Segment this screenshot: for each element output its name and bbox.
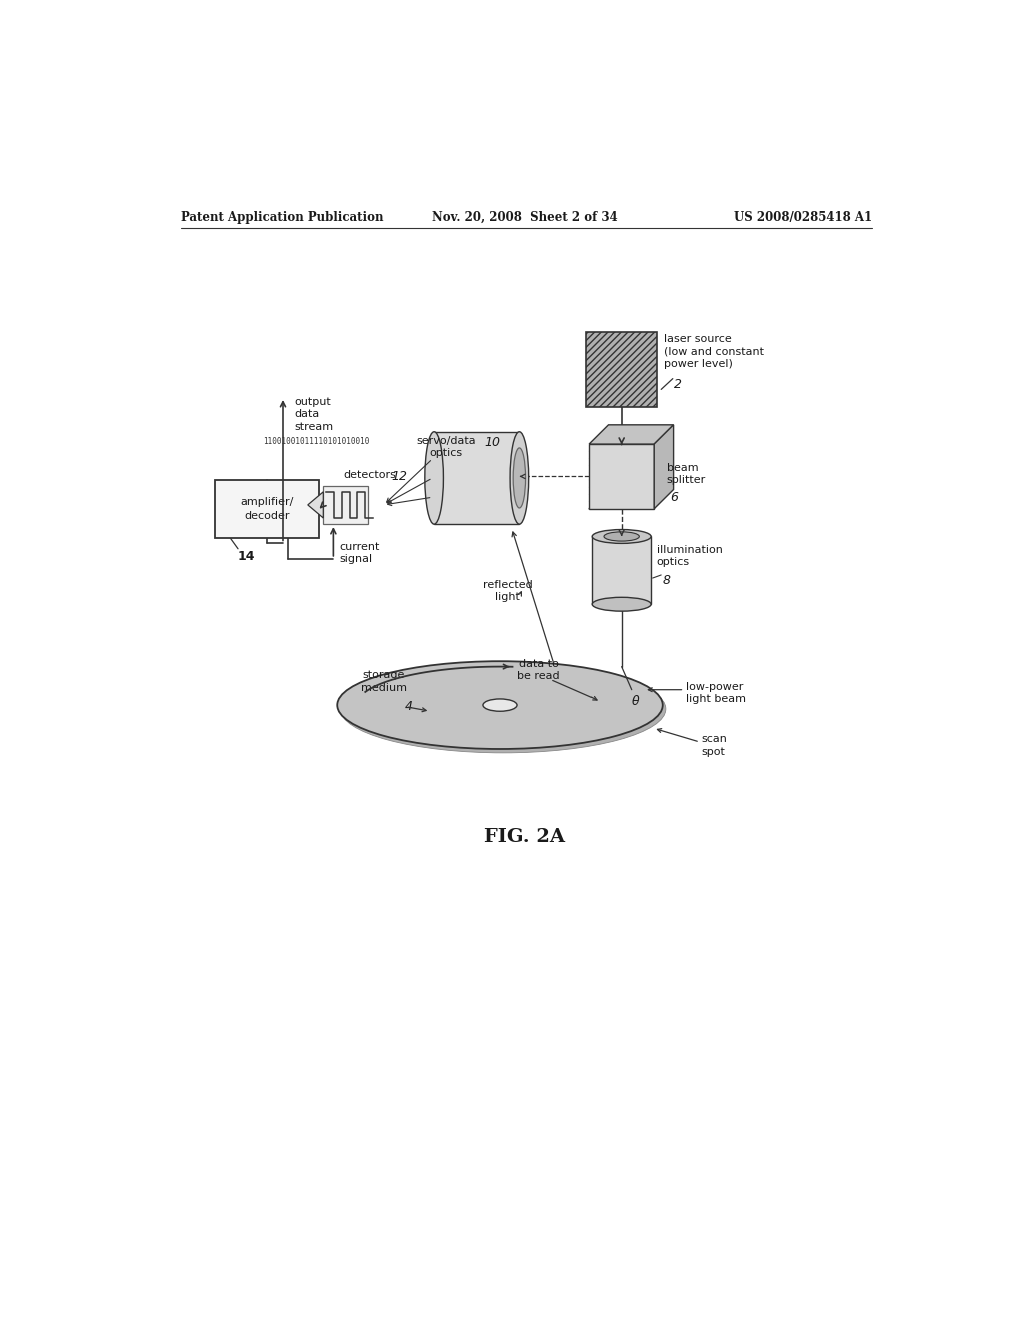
Text: light beam: light beam: [686, 694, 746, 705]
Ellipse shape: [592, 597, 651, 611]
Polygon shape: [308, 492, 324, 517]
Text: scan: scan: [701, 734, 727, 744]
Text: reflected: reflected: [483, 579, 532, 590]
Text: be read: be read: [517, 671, 560, 681]
Text: $\theta$: $\theta$: [631, 694, 640, 709]
Ellipse shape: [510, 432, 528, 524]
Polygon shape: [654, 425, 674, 508]
Text: data: data: [295, 409, 319, 420]
Text: data to: data to: [519, 659, 559, 669]
Text: FIG. 2A: FIG. 2A: [484, 829, 565, 846]
Ellipse shape: [604, 532, 639, 541]
Text: detectors: detectors: [343, 470, 396, 480]
Text: laser source: laser source: [665, 334, 732, 345]
Ellipse shape: [425, 432, 443, 524]
Text: current: current: [340, 543, 380, 552]
Text: spot: spot: [701, 747, 725, 756]
Text: storage: storage: [362, 671, 404, 680]
Text: 4: 4: [404, 700, 413, 713]
Text: illumination: illumination: [656, 545, 722, 554]
Text: 8: 8: [663, 574, 671, 587]
Text: medium: medium: [360, 682, 407, 693]
Ellipse shape: [483, 700, 517, 711]
Bar: [215, 480, 319, 539]
Ellipse shape: [513, 447, 525, 508]
Text: splitter: splitter: [667, 475, 706, 484]
Text: 12: 12: [391, 470, 408, 483]
Ellipse shape: [592, 529, 651, 544]
Text: servo/data: servo/data: [416, 436, 475, 446]
Bar: [586, 331, 657, 407]
Text: amplifier/: amplifier/: [240, 498, 294, 507]
Bar: [434, 432, 519, 524]
Text: Patent Application Publication: Patent Application Publication: [180, 211, 383, 224]
Bar: [324, 486, 369, 524]
Text: low-power: low-power: [686, 682, 743, 692]
Text: 11001001011110101010010: 11001001011110101010010: [263, 437, 370, 446]
Text: beam: beam: [667, 462, 698, 473]
Ellipse shape: [340, 665, 666, 752]
Text: 14: 14: [238, 549, 256, 562]
Polygon shape: [589, 444, 654, 508]
Bar: [592, 536, 651, 605]
Text: output: output: [295, 397, 332, 407]
Text: light: light: [496, 591, 520, 602]
Text: power level): power level): [665, 359, 733, 368]
Text: stream: stream: [295, 422, 334, 432]
Text: US 2008/0285418 A1: US 2008/0285418 A1: [734, 211, 872, 224]
Text: 2: 2: [675, 378, 682, 391]
Text: signal: signal: [340, 554, 373, 564]
Text: (low and constant: (low and constant: [665, 346, 764, 356]
Text: 6: 6: [671, 491, 679, 504]
Text: optics: optics: [429, 447, 462, 458]
Ellipse shape: [337, 661, 663, 748]
Text: optics: optics: [656, 557, 690, 568]
Text: 10: 10: [484, 436, 501, 449]
Text: Nov. 20, 2008  Sheet 2 of 34: Nov. 20, 2008 Sheet 2 of 34: [432, 211, 617, 224]
Polygon shape: [589, 425, 674, 444]
Text: decoder: decoder: [244, 511, 290, 521]
